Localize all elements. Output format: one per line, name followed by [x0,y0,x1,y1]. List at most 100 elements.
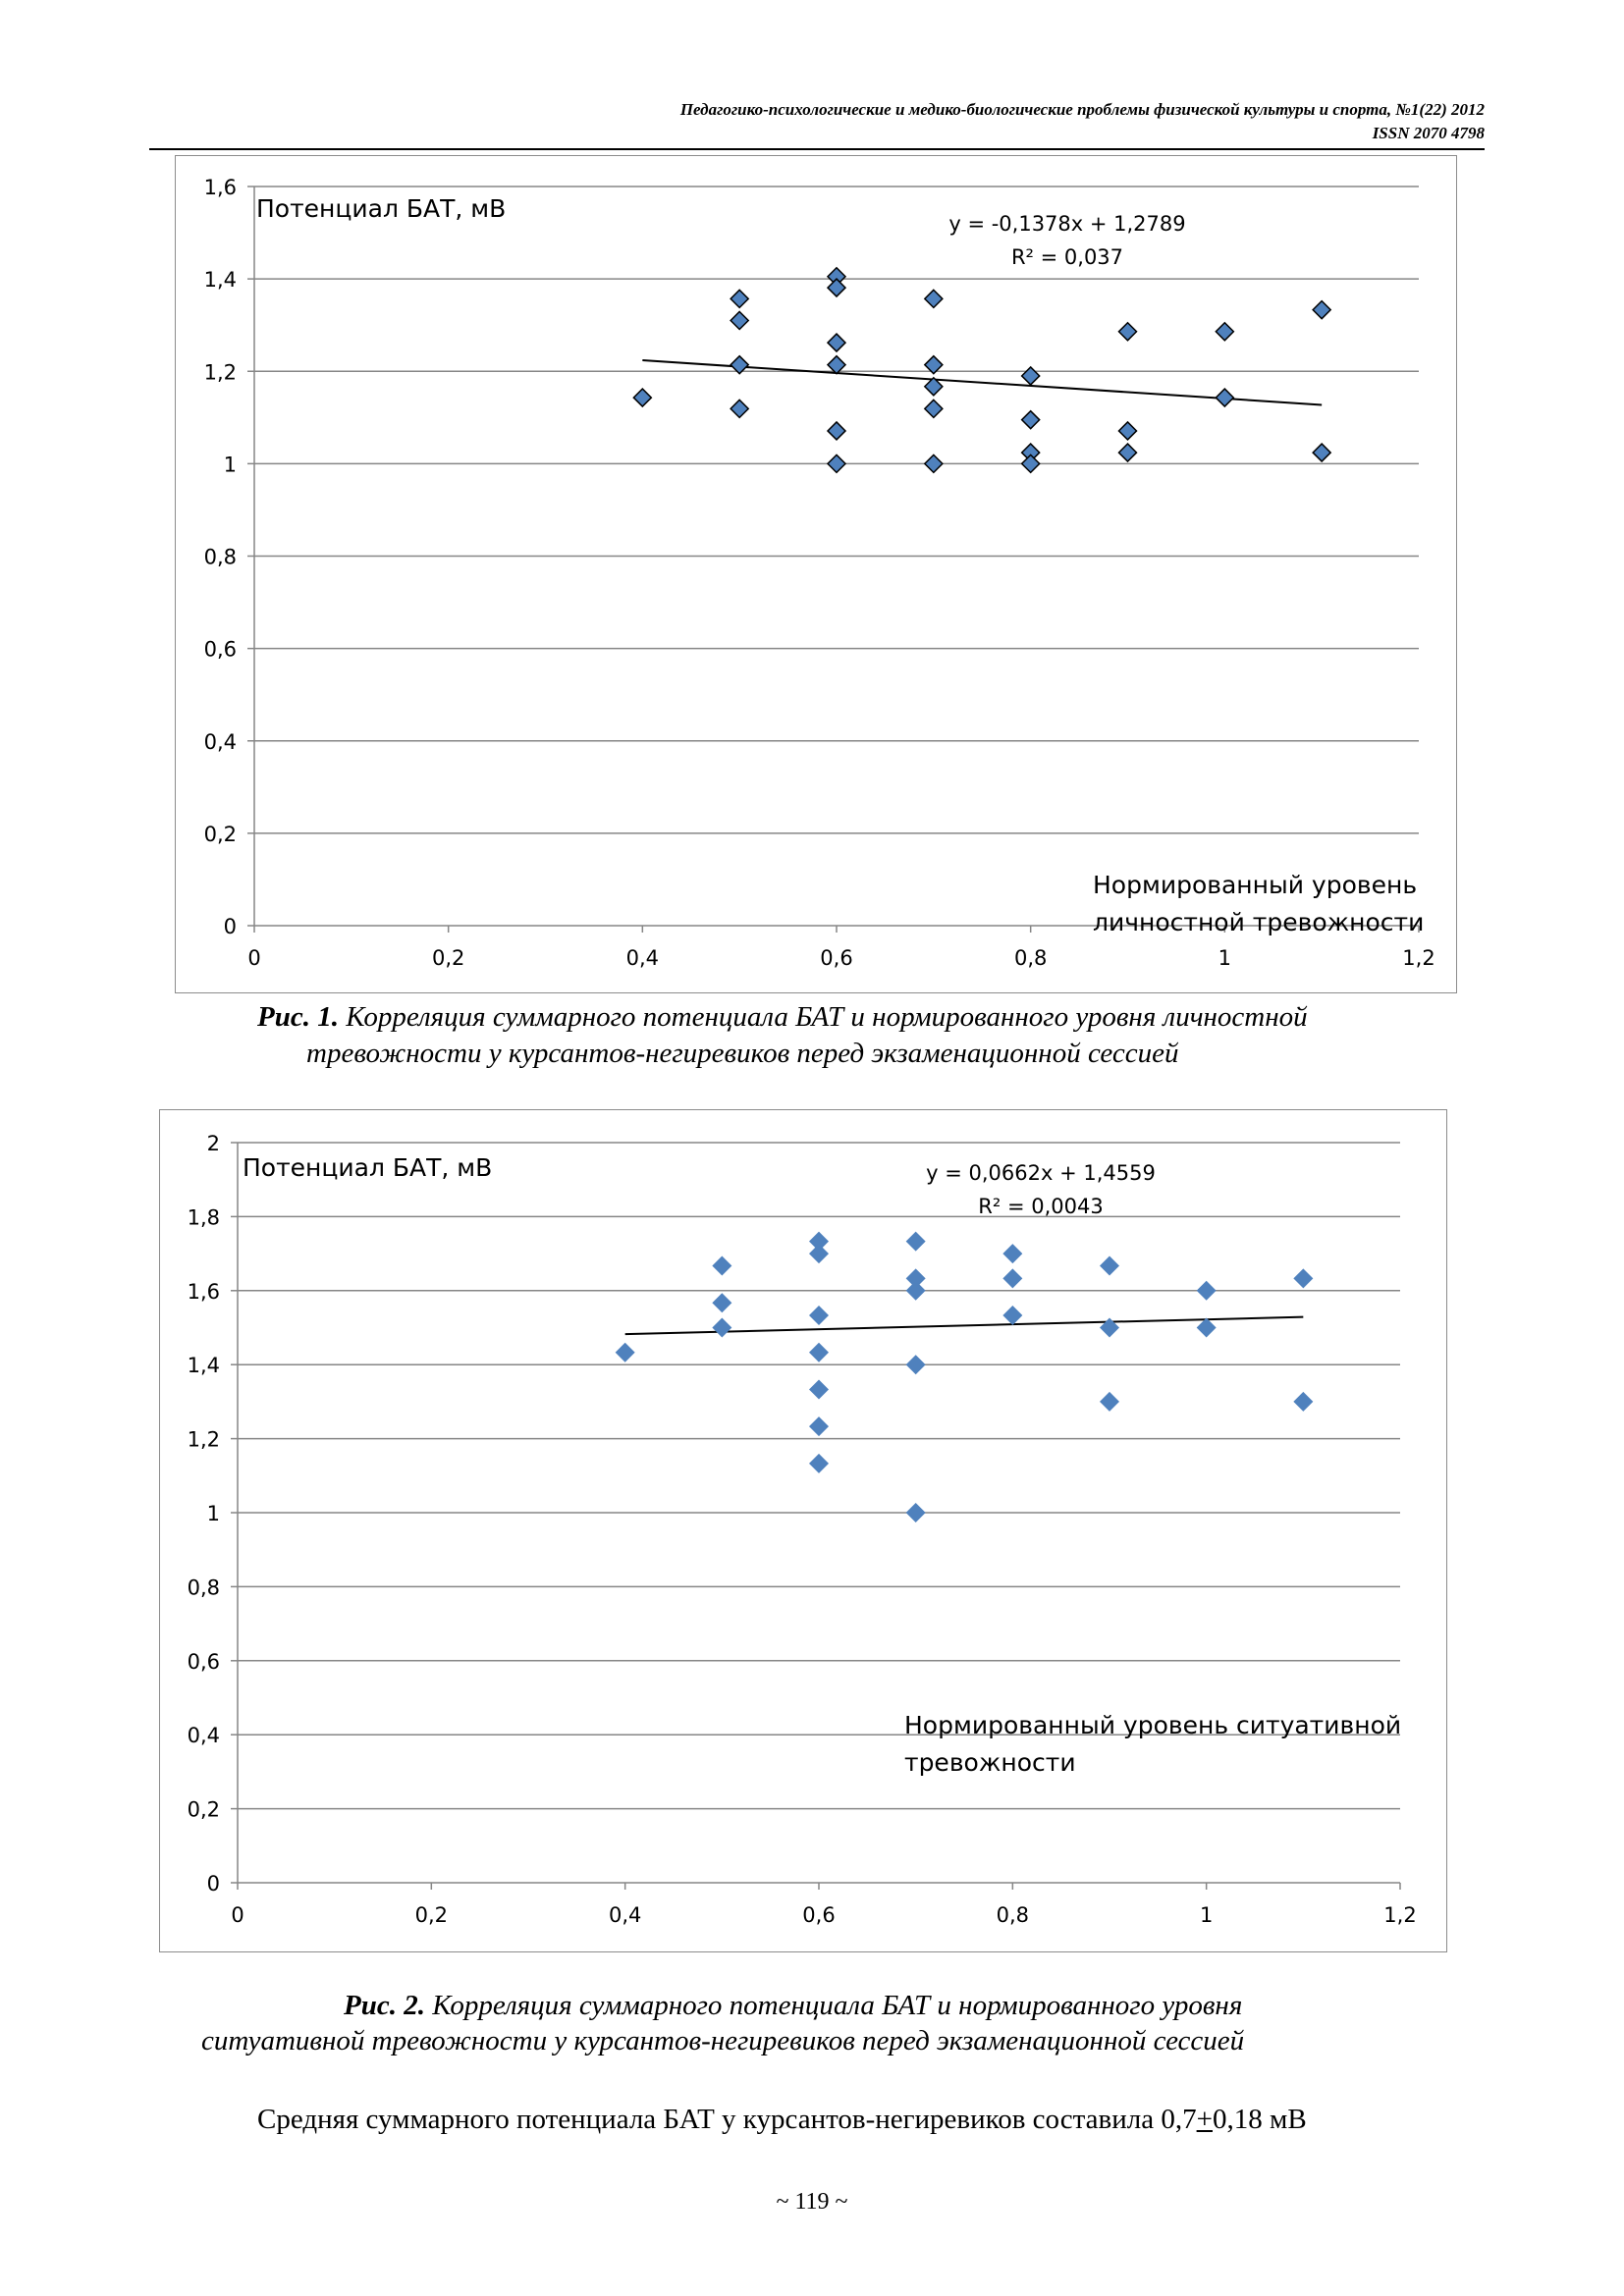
data-point [730,354,750,375]
data-point [809,1306,829,1326]
data-point [905,1268,926,1289]
figure-2-chart: 0 0,2 0,4 0,6 0,8 1 1,2 1,4 1,6 1,8 2 0 0,2 0,4 0,6 0,8… [159,1109,1447,1952]
x-tick-label: 1 [1200,1903,1213,1927]
data-point [923,399,944,419]
journal-header: Педагогико-психологические и медико-биол… [679,100,1485,119]
data-point [809,1379,829,1400]
data-point [1293,1268,1314,1289]
figure-1-label: Рис. 1. [257,1001,339,1033]
data-point [1215,388,1235,408]
r-squared-label: R² = 0,037 [1011,245,1123,269]
x-tick-label: 0,4 [609,1903,641,1927]
x-tick-label: 0,8 [1014,946,1047,970]
issn-header: ISSN 2070 4798 [1372,124,1485,142]
trendline-equation: y = -0,1378x + 1,2789 [948,212,1185,236]
trendline [624,1315,1304,1336]
data-point [1002,1306,1023,1326]
y-tick-label: 0,8 [204,546,237,569]
data-point [1117,420,1138,442]
y-tick-label: 0,6 [188,1650,220,1674]
trendline-equation: y = 0,0662x + 1,4559 [926,1161,1156,1185]
figure-1-caption-line-1: Рис. 1. Корреляция суммарного потенциала… [257,999,1308,1035]
y-tick-label: 0 [224,915,237,938]
data-point [1196,1317,1217,1338]
x-tick-label: 0,2 [432,946,464,970]
data-point [905,1355,926,1375]
data-point [1020,365,1041,387]
y-tick-label: 0,4 [188,1724,220,1747]
data-point [826,278,847,298]
header-rule [149,148,1485,150]
y-tick-label: 1,2 [204,360,237,384]
body-text-before: Средняя суммарного потенциала БАТ у курс… [257,2104,1197,2135]
r-squared-label: R² = 0,0043 [978,1195,1103,1218]
data-point [730,289,750,309]
x-axis-label-line: Нормированный уровень ситуативной [904,1711,1401,1739]
data-point [809,1231,829,1252]
chart-2-svg: 0 0,2 0,4 0,6 0,8 1 1,2 1,4 1,6 1,8 2 0 0,2 0,4 0,6 0,8… [188,1132,1417,1927]
y-tick-label: 1,6 [188,1280,220,1304]
data-point [712,1293,732,1313]
x-tick-label: 1,2 [1383,1903,1416,1927]
figure-1-chart: 0 0,2 0,4 0,6 0,8 1 1,2 1,4 1,6 0 0,2 0,4 0,6 0,8 1 1,2… [175,155,1457,993]
data-point [826,354,847,375]
data-point [809,1244,829,1264]
y-tick-label: 1,8 [188,1205,220,1229]
y-tick-label: 1,6 [204,176,237,199]
data-point [809,1453,829,1473]
x-axis-label-line: тревожности [904,1748,1076,1777]
x-tick-label: 0,6 [802,1903,835,1927]
y-tick-label: 1,4 [188,1354,220,1377]
y-tick-label: 0,4 [204,730,237,754]
data-point [712,1317,732,1338]
y-tick-label: 1,4 [204,268,237,292]
x-tick-label: 1,2 [1402,946,1435,970]
data-point [809,1416,829,1437]
y-tick-label: 0,6 [204,638,237,662]
trendline [642,359,1323,406]
x-tick-label: 0,4 [626,946,659,970]
plus-minus-sign: + [1196,2104,1213,2135]
figure-2-caption-line-1: Рис. 2. Корреляция суммарного потенциала… [344,1988,1242,2023]
data-point [730,399,750,419]
data-point [1100,1391,1119,1412]
y-axis-label: Потенциал БАТ, мВ [243,1153,492,1182]
x-tick-label: 1 [1218,946,1231,970]
data-point [923,289,944,309]
figure-2-caption-line-2: ситуативной тревожности у курсантов-неги… [201,2025,1245,2056]
data-point [1020,409,1041,430]
data-point [1100,1255,1119,1276]
data-point [923,454,944,474]
data-point [1117,321,1138,342]
y-tick-label: 0,2 [204,823,237,846]
y-tick-label: 1 [224,453,237,476]
data-point [923,376,944,397]
body-paragraph: Средняя суммарного потенциала БАТ у курс… [257,2104,1307,2136]
data-point [1002,1244,1023,1264]
data-point [1100,1317,1119,1338]
data-point [826,420,847,442]
y-tick-label: 0,2 [188,1798,220,1822]
x-tick-label: 0,2 [415,1903,448,1927]
data-point [905,1231,926,1252]
x-tick-label: 0,8 [997,1903,1029,1927]
data-point [826,333,847,353]
x-tick-label: 0 [231,1903,244,1927]
data-point [1020,454,1041,474]
data-point [826,454,847,474]
y-tick-label: 0,8 [188,1575,220,1599]
body-text-after: 0,18 мВ [1212,2104,1307,2135]
data-point [615,1342,635,1362]
data-point [1293,1391,1314,1412]
y-tick-label: 1 [207,1502,220,1525]
x-tick-label: 0 [247,946,260,970]
y-tick-label: 2 [207,1132,220,1155]
data-point [730,310,750,331]
y-axis-label: Потенциал БАТ, мВ [256,194,506,223]
data-point [1215,321,1235,342]
data-point [712,1255,732,1276]
x-axis-label-line: личностной тревожности [1093,908,1424,936]
data-point [923,354,944,375]
data-point [905,1280,926,1301]
data-point [1117,443,1138,463]
